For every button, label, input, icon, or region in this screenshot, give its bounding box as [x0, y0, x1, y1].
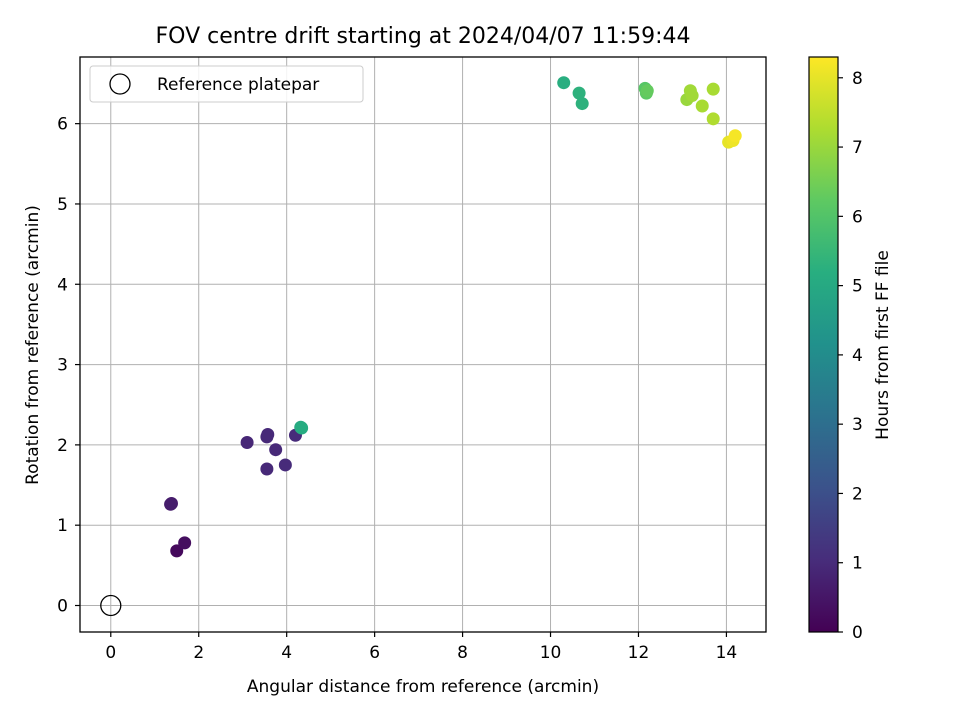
- x-axis-ticks: 0 2 4 6 8 10 12 14: [105, 632, 737, 663]
- colorbar-tick-label: 5: [852, 277, 863, 297]
- data-point: [572, 86, 586, 100]
- data-point: [557, 76, 571, 90]
- x-tick-label: 6: [369, 643, 380, 663]
- x-tick-label: 12: [628, 643, 650, 663]
- data-point: [728, 129, 742, 143]
- data-point: [240, 435, 254, 449]
- legend: Reference platepar: [89, 65, 364, 103]
- x-tick-label: 10: [540, 643, 562, 663]
- data-point: [269, 443, 283, 457]
- colorbar-ticks: 0 1 2 3 4 5 6 7 8: [838, 69, 863, 643]
- data-point: [278, 458, 292, 472]
- x-tick-label: 4: [281, 643, 292, 663]
- y-tick-label: 2: [57, 436, 68, 456]
- colorbar-tick-label: 0: [852, 623, 863, 643]
- colorbar-tick-label: 6: [852, 207, 863, 227]
- x-axis-label: Angular distance from reference (arcmin): [247, 677, 599, 697]
- data-point: [685, 89, 699, 103]
- legend-entry-reference-platepar: Reference platepar: [157, 75, 319, 95]
- legend-box: [89, 65, 364, 103]
- y-tick-label: 5: [57, 195, 68, 215]
- y-tick-label: 4: [57, 275, 68, 295]
- y-axis-label: Rotation from reference (arcmin): [23, 205, 43, 485]
- colorbar-tick-label: 7: [852, 138, 863, 158]
- data-point: [575, 97, 589, 111]
- legend-marker-reference: [109, 73, 131, 95]
- colorbar-tick-label: 2: [852, 484, 863, 504]
- y-tick-label: 1: [57, 516, 68, 536]
- x-tick-label: 14: [716, 643, 738, 663]
- y-tick-label: 0: [57, 596, 68, 616]
- data-points: [100, 76, 742, 617]
- data-point: [706, 112, 720, 126]
- colorbar-tick-label: 4: [852, 346, 863, 366]
- colorbar: 0 1 2 3 4 5 6 7 8 Hours from first FF file: [808, 56, 893, 643]
- colorbar-gradient: [808, 56, 839, 633]
- colorbar-tick-label: 3: [852, 415, 863, 435]
- reference-platepar-marker: [100, 594, 122, 617]
- data-point: [640, 84, 654, 98]
- y-axis-ticks: 0 1 2 3 4 5 6: [57, 115, 80, 616]
- x-tick-label: 2: [193, 643, 204, 663]
- data-point: [706, 82, 720, 96]
- x-tick-label: 8: [457, 643, 468, 663]
- data-point: [260, 462, 274, 476]
- data-point: [695, 99, 709, 113]
- colorbar-tick-label: 8: [852, 69, 863, 89]
- colorbar-label: Hours from first FF file: [873, 250, 893, 440]
- data-point: [170, 544, 184, 558]
- data-point: [178, 536, 192, 550]
- data-point: [261, 427, 275, 441]
- y-tick-label: 3: [57, 356, 68, 376]
- y-tick-label: 6: [57, 115, 68, 135]
- plot-frame: [79, 56, 767, 633]
- x-tick-label: 0: [105, 643, 116, 663]
- colorbar-tick-label: 1: [852, 554, 863, 574]
- chart-title: FOV centre drift starting at 2024/04/07 …: [156, 24, 691, 49]
- data-point: [164, 497, 178, 511]
- data-point: [295, 421, 309, 435]
- grid: [80, 57, 766, 632]
